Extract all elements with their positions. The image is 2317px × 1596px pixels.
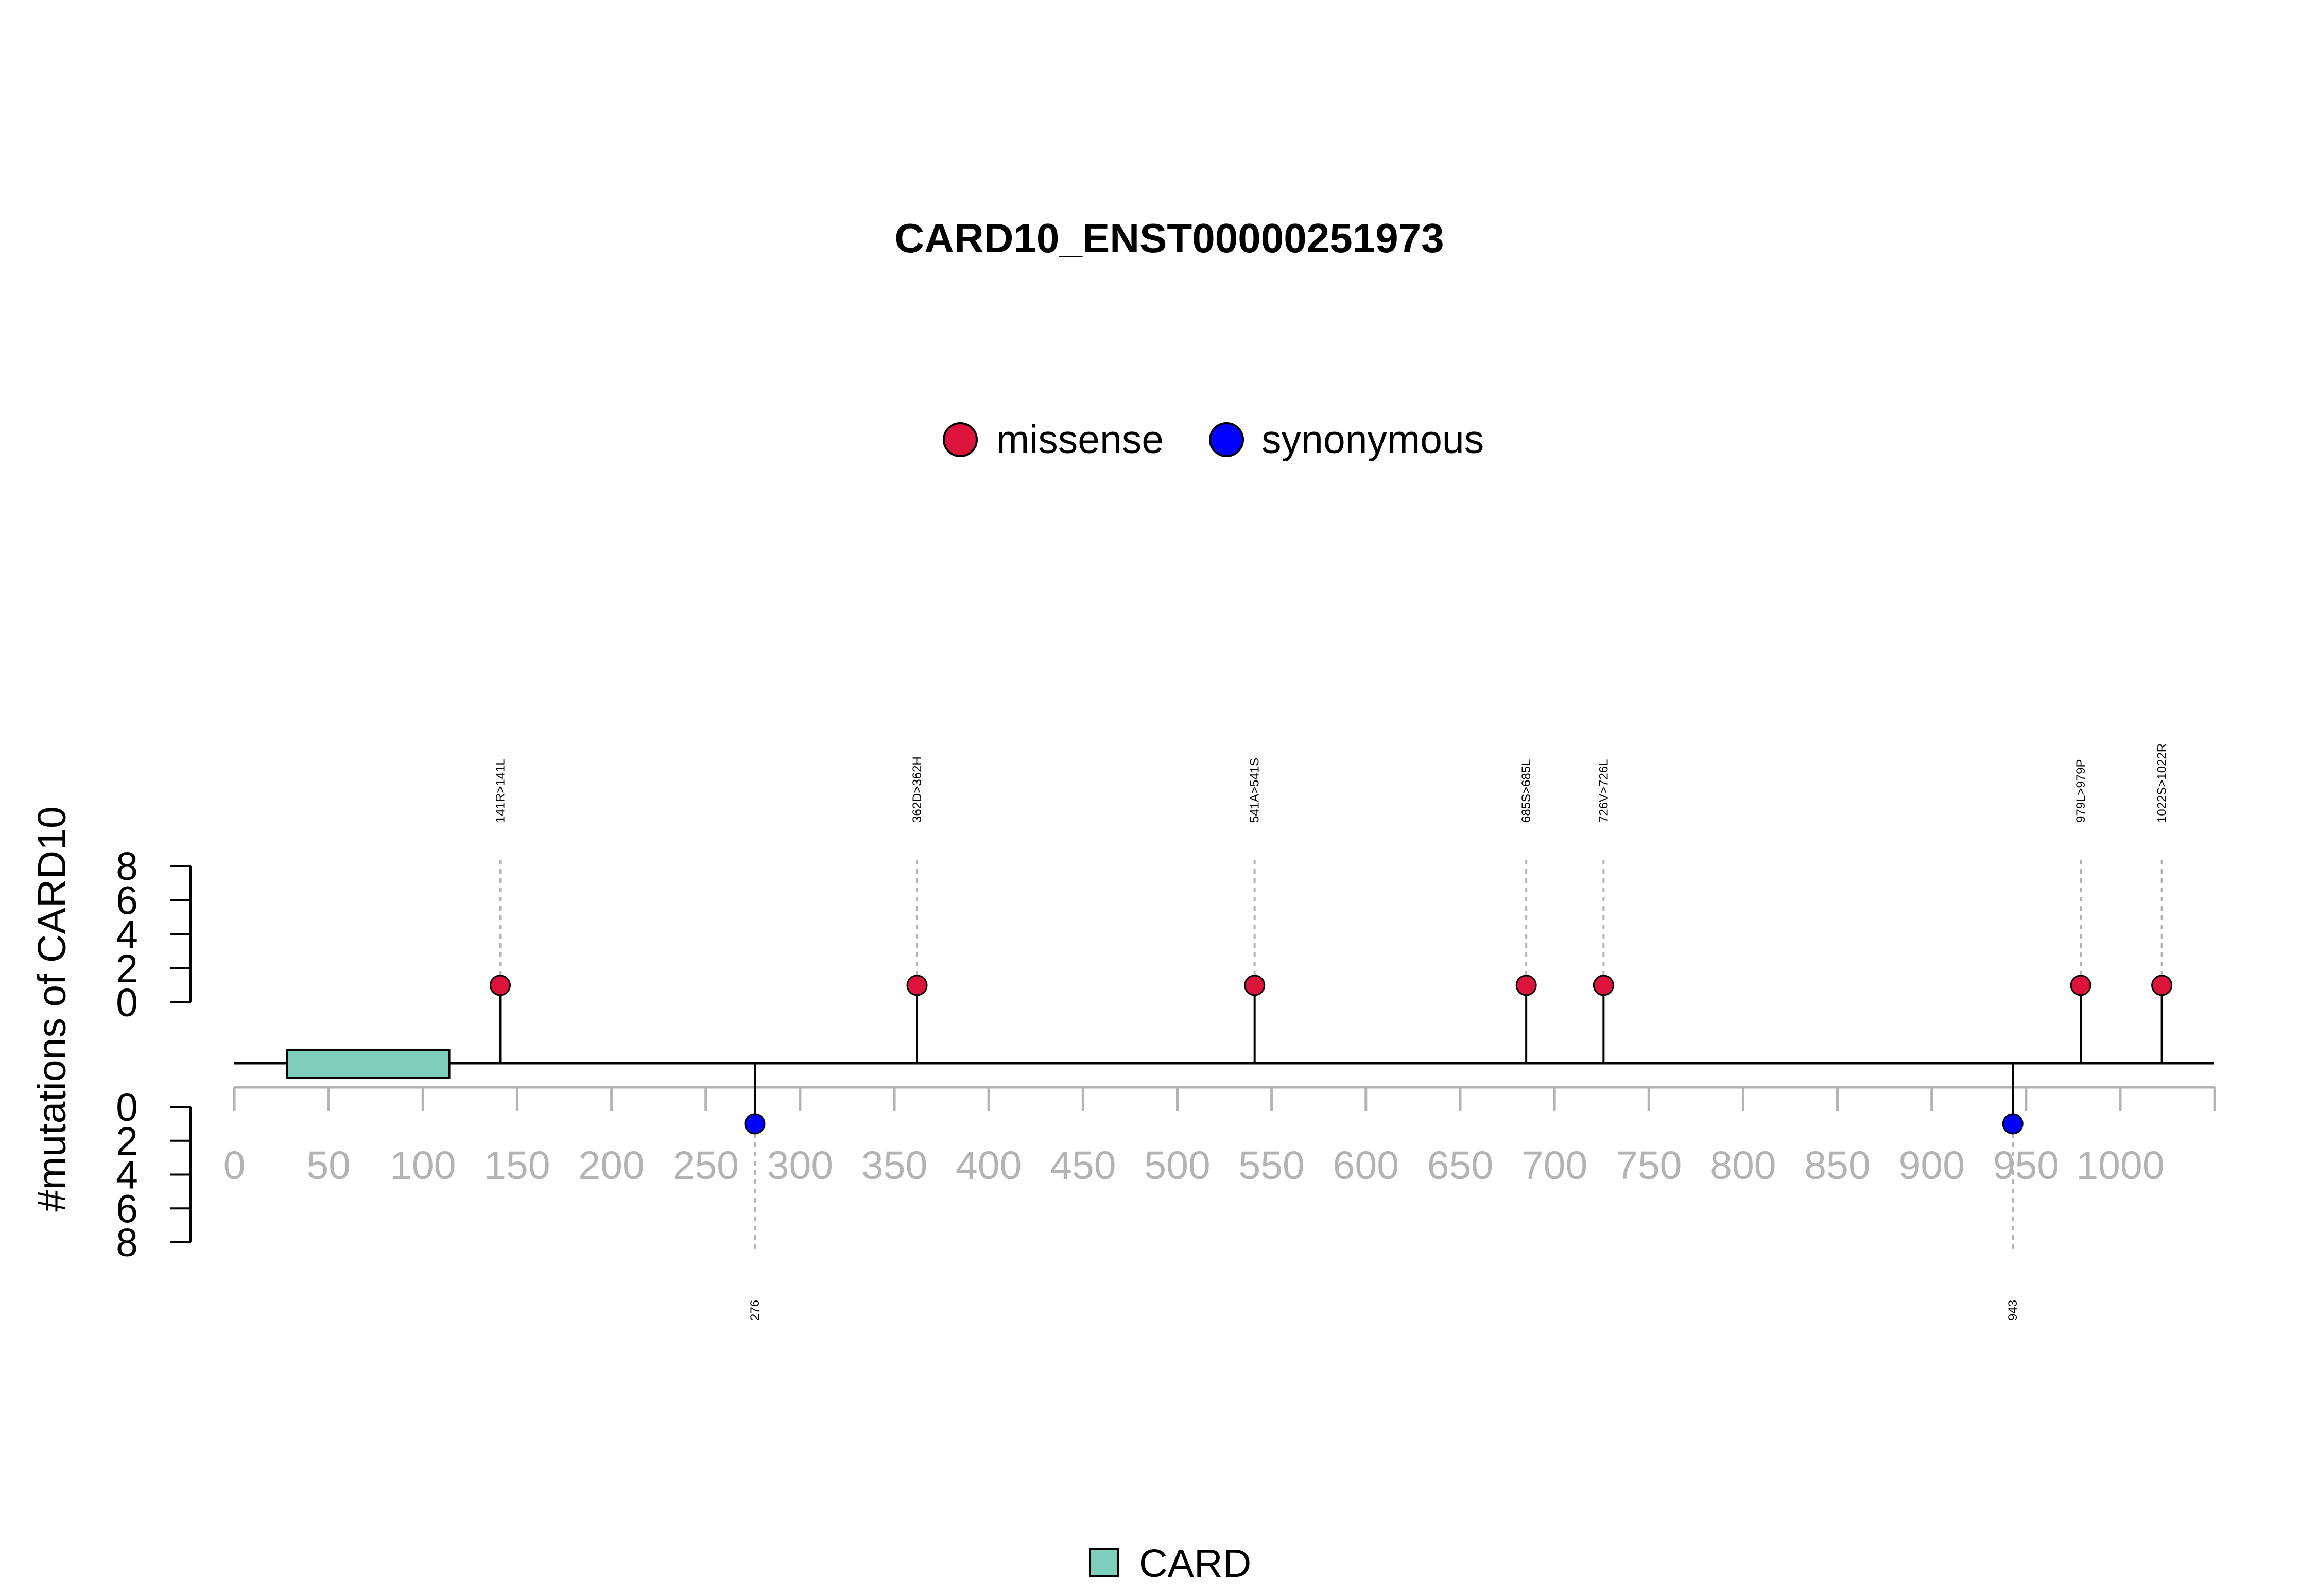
synonymous-mutation-point — [744, 1113, 766, 1135]
missense-mutation-point — [1515, 975, 1537, 996]
x-tick-label: 500 — [1144, 1143, 1210, 1188]
x-tick-label: 50 — [306, 1143, 351, 1188]
missense-mutation-point — [1244, 975, 1266, 996]
y-tick-label: 6 — [116, 878, 138, 923]
legend-card-label: CARD — [1139, 1541, 1251, 1586]
mutation-label: 276 — [748, 1300, 762, 1321]
x-tick-label: 850 — [1804, 1143, 1870, 1188]
mutation-label: 726V>726L — [1597, 759, 1611, 823]
y-tick-label: 0 — [116, 1085, 138, 1130]
y-tick-label: 2 — [116, 947, 138, 991]
legend-missense-label: missense — [996, 418, 1164, 462]
mutation-label: 541A>541S — [1248, 758, 1262, 823]
x-tick-label: 150 — [484, 1143, 550, 1188]
legend-synonymous-marker — [1209, 422, 1244, 457]
x-tick-label: 950 — [1993, 1143, 2059, 1188]
x-tick-label: 300 — [767, 1143, 833, 1188]
x-tick-label: 800 — [1710, 1143, 1776, 1188]
y-tick-label: 4 — [116, 913, 138, 957]
x-tick-label: 550 — [1238, 1143, 1304, 1188]
label-guides — [499, 860, 2163, 1251]
y-tick-label: 4 — [116, 1153, 138, 1198]
domain-legend: CARD — [1089, 1541, 1251, 1586]
y-axis-label: #mutations of CARD10 — [30, 806, 74, 1211]
x-tick-label: 350 — [861, 1143, 927, 1188]
x-tick-label: 1000 — [2076, 1143, 2164, 1188]
missense-mutation-point — [906, 975, 928, 996]
x-tick-label: 650 — [1427, 1143, 1493, 1188]
x-tick-label: 250 — [673, 1143, 739, 1188]
mutation-label: 943 — [2006, 1300, 2020, 1321]
x-tick-label: 750 — [1616, 1143, 1682, 1188]
y-tick-label: 0 — [116, 981, 138, 1025]
legend-card-swatch — [1089, 1548, 1119, 1577]
x-tick-label: 900 — [1898, 1143, 1964, 1188]
mutation-label: 141R>141L — [493, 758, 507, 823]
x-tick-label: 600 — [1333, 1143, 1399, 1188]
x-tick-label: 0 — [223, 1143, 246, 1188]
missense-mutation-point — [2151, 975, 2173, 996]
x-tick-label: 700 — [1521, 1143, 1587, 1188]
mutation-label: 362D>362H — [910, 756, 924, 823]
chart-title: CARD10_ENST00000251973 — [894, 215, 1444, 261]
y-tick-label: 6 — [116, 1187, 138, 1231]
y-tick-label: 8 — [116, 844, 138, 889]
lollipop-stems — [499, 985, 2163, 1124]
mutation-label: 979L>979P — [2074, 759, 2088, 823]
missense-mutation-point — [489, 975, 511, 996]
x-tick-label: 400 — [956, 1143, 1022, 1188]
protein-domains — [286, 1049, 451, 1079]
missense-mutation-point — [1593, 975, 1614, 996]
x-tick-label: 450 — [1050, 1143, 1116, 1188]
domain-card — [286, 1049, 451, 1079]
lollipop-heads — [489, 975, 2173, 1135]
x-tick-label: 100 — [390, 1143, 456, 1188]
synonymous-mutation-point — [2002, 1113, 2024, 1135]
mutation-labels: 141R>141L 362D>362H 541A>541S 685S>685L 726V… — [493, 743, 2169, 1321]
mutation-label: 685S>685L — [1519, 759, 1533, 823]
legend-synonymous-label: synonymous — [1261, 418, 1484, 462]
x-axis: 0 50 100 150 200 250 300 350 400 450 500 550 600 650 7… — [223, 1086, 2216, 1188]
legend-missense-marker — [943, 422, 978, 457]
missense-mutation-point — [2070, 975, 2091, 996]
y-tick-label: 2 — [116, 1119, 138, 1164]
mutation-label: 1022S>1022R — [2155, 743, 2169, 823]
mutation-type-legend: missense synonymous — [943, 418, 1484, 462]
y-tick-label: 8 — [116, 1221, 138, 1265]
x-tick-label: 200 — [578, 1143, 644, 1188]
